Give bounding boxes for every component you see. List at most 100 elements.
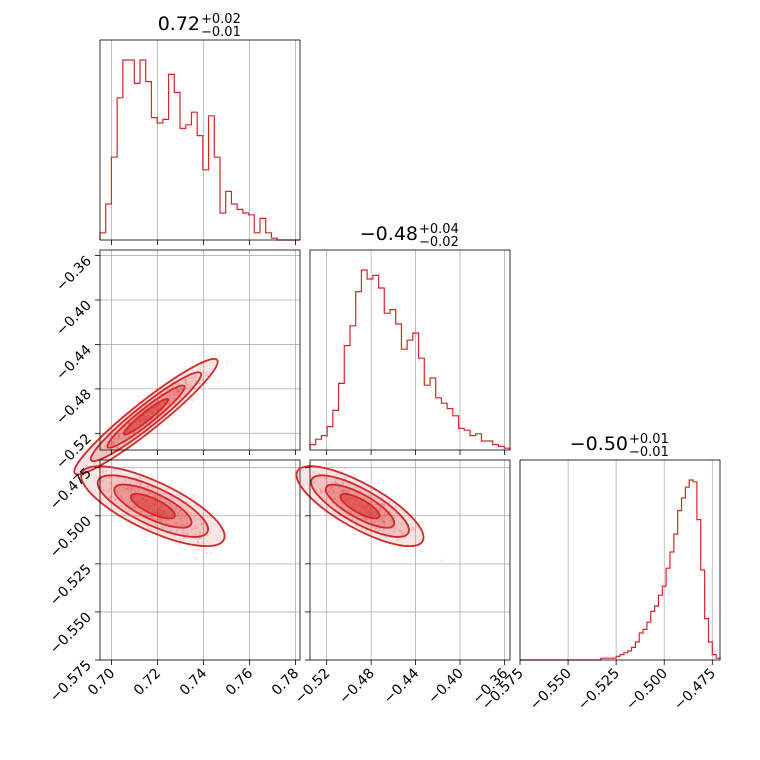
scatter-point bbox=[341, 481, 344, 485]
scatter-point bbox=[383, 511, 387, 514]
scatter-point bbox=[107, 476, 110, 479]
scatter-point bbox=[184, 379, 188, 382]
scatter-point bbox=[382, 521, 386, 524]
scatter-point bbox=[329, 493, 333, 496]
scatter-point bbox=[397, 529, 401, 533]
scatter-point bbox=[187, 383, 190, 386]
scatter-point bbox=[374, 527, 377, 531]
scatter-point bbox=[117, 491, 120, 494]
scatter-point bbox=[175, 523, 179, 527]
panel-frame bbox=[99, 249, 301, 451]
scatter-point bbox=[389, 522, 393, 525]
scatter-point bbox=[334, 494, 338, 498]
histogram-step-line bbox=[99, 59, 300, 241]
scatter-point bbox=[346, 490, 350, 494]
scatter-point bbox=[181, 387, 184, 391]
scatter-point bbox=[323, 490, 326, 494]
scatter-point bbox=[109, 487, 112, 490]
y-tick-label: −0.525 bbox=[47, 561, 95, 609]
scatter-point bbox=[379, 515, 383, 518]
scatter-point bbox=[324, 477, 328, 480]
scatter-point bbox=[149, 515, 153, 518]
scatter-point bbox=[319, 490, 323, 494]
scatter-point bbox=[419, 549, 423, 553]
scatter-point bbox=[332, 489, 335, 492]
x-tick-label: −0.52 bbox=[292, 666, 334, 708]
scatter-point bbox=[119, 494, 122, 498]
scatter-point bbox=[353, 491, 357, 494]
scatter-point bbox=[175, 520, 178, 523]
scatter-point bbox=[204, 547, 207, 551]
scatter-point bbox=[113, 443, 116, 446]
scatter-point bbox=[198, 382, 202, 385]
scatter-point bbox=[164, 501, 168, 504]
panel-frame bbox=[99, 39, 301, 241]
scatter-point bbox=[206, 533, 209, 537]
scatter-point bbox=[320, 490, 323, 493]
scatter-point bbox=[172, 397, 176, 400]
scatter-point bbox=[204, 374, 208, 377]
scatter-point bbox=[196, 539, 200, 543]
scatter-point bbox=[374, 526, 378, 530]
scatter-point bbox=[179, 538, 182, 541]
scatter-point bbox=[126, 487, 130, 490]
scatter-point bbox=[133, 505, 136, 508]
scatter-point bbox=[387, 509, 391, 512]
scatter-point bbox=[130, 488, 133, 491]
scatter-point bbox=[190, 376, 194, 380]
scatter-point bbox=[180, 519, 184, 523]
scatter-point bbox=[329, 486, 333, 489]
scatter-point bbox=[392, 530, 395, 533]
histogram-panel-2: −0.575 −0.550 −0.525 −0.500 −0.475 bbox=[479, 459, 721, 713]
scatter-point bbox=[169, 391, 173, 394]
scatter-point bbox=[192, 494, 196, 497]
scatter-point bbox=[182, 531, 186, 534]
scatter-point bbox=[383, 504, 386, 508]
y-tick-label: −0.550 bbox=[47, 609, 95, 657]
scatter-point bbox=[99, 485, 103, 489]
scatter-point bbox=[380, 502, 384, 506]
scatter-point bbox=[225, 360, 228, 364]
scatter-point bbox=[158, 497, 161, 500]
scatter-point bbox=[338, 492, 341, 495]
histogram-panel-0 bbox=[99, 39, 301, 245]
scatter-point bbox=[174, 521, 178, 525]
scatter-point bbox=[333, 478, 337, 482]
scatter-point bbox=[102, 489, 106, 492]
scatter-point bbox=[137, 401, 140, 404]
scatter-point bbox=[167, 501, 171, 505]
scatter-point bbox=[167, 401, 171, 405]
x-tick-label: 0.72 bbox=[131, 666, 164, 699]
scatter-point bbox=[115, 446, 118, 449]
param-title-2-minus: −0.01 bbox=[629, 445, 669, 460]
scatter-point bbox=[117, 435, 121, 438]
scatter-point bbox=[327, 490, 331, 494]
scatter-point bbox=[384, 536, 387, 539]
scatter-point bbox=[169, 529, 172, 532]
scatter-point bbox=[101, 471, 104, 474]
scatter-point bbox=[196, 549, 200, 552]
scatter-point bbox=[380, 517, 384, 521]
scatter-point bbox=[343, 489, 346, 493]
scatter-point bbox=[342, 489, 345, 493]
scatter-point bbox=[341, 482, 345, 486]
scatter-point bbox=[174, 402, 177, 405]
scatter-point bbox=[334, 497, 337, 500]
scatter-point bbox=[125, 487, 128, 490]
scatter-point bbox=[219, 367, 222, 371]
scatter-point bbox=[183, 536, 186, 540]
scatter-point bbox=[160, 518, 164, 521]
scatter-point bbox=[175, 390, 179, 393]
scatter-point bbox=[341, 489, 345, 492]
scatter-point bbox=[148, 491, 151, 495]
scatter-point bbox=[378, 505, 381, 509]
scatter-point bbox=[117, 433, 121, 436]
scatter-point bbox=[200, 522, 203, 526]
scatter-point bbox=[185, 383, 189, 387]
scatter-panel-2-0: 0.70 0.72 0.74 0.76 0.78−0.575−0.550−0.525−0… bbox=[47, 459, 302, 705]
scatter-point bbox=[349, 510, 353, 514]
scatter-point bbox=[109, 495, 112, 498]
scatter-point bbox=[127, 485, 130, 489]
scatter-point bbox=[175, 392, 179, 396]
scatter-point bbox=[382, 529, 385, 533]
